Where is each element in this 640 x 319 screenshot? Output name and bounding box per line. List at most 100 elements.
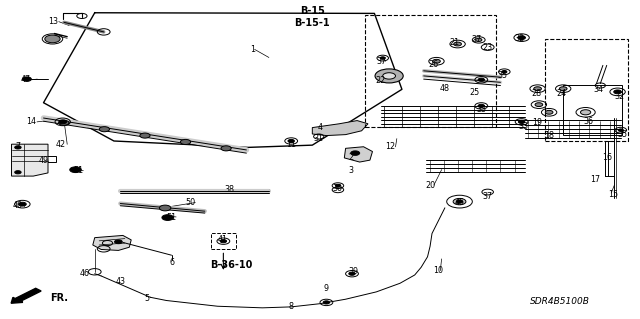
Text: 51: 51 — [73, 166, 83, 175]
Text: 4: 4 — [317, 123, 323, 132]
Text: 26: 26 — [429, 60, 439, 69]
Circle shape — [15, 146, 21, 149]
Text: 32: 32 — [515, 34, 525, 43]
Circle shape — [288, 139, 294, 143]
Circle shape — [375, 69, 403, 83]
Text: 17: 17 — [590, 175, 600, 184]
Text: 9: 9 — [324, 284, 329, 293]
Text: 18: 18 — [544, 131, 554, 140]
Text: 35: 35 — [497, 71, 508, 80]
Text: 45: 45 — [454, 198, 465, 207]
Circle shape — [19, 202, 26, 206]
Text: 35: 35 — [617, 130, 627, 139]
Text: 6: 6 — [169, 258, 174, 267]
Text: 33: 33 — [518, 122, 529, 130]
Text: 30: 30 — [333, 184, 343, 193]
Text: 5: 5 — [145, 294, 150, 303]
Text: 28: 28 — [531, 89, 541, 98]
Text: B-15: B-15 — [300, 6, 324, 16]
Text: 23: 23 — [483, 43, 493, 52]
Circle shape — [22, 77, 31, 81]
Text: 22: 22 — [376, 76, 386, 85]
Text: 38: 38 — [224, 185, 234, 194]
Circle shape — [59, 120, 67, 124]
Text: 25: 25 — [470, 88, 480, 97]
Bar — [211, 233, 236, 249]
Circle shape — [99, 127, 109, 132]
Circle shape — [59, 120, 69, 125]
Polygon shape — [344, 147, 372, 162]
Text: 27: 27 — [472, 35, 482, 44]
FancyArrow shape — [11, 288, 41, 303]
Text: B-36-10: B-36-10 — [211, 260, 253, 271]
Circle shape — [220, 240, 227, 243]
Circle shape — [535, 103, 543, 107]
Circle shape — [45, 35, 60, 43]
Text: 20: 20 — [425, 181, 435, 189]
Circle shape — [614, 90, 621, 94]
Circle shape — [580, 110, 591, 115]
Text: 13: 13 — [48, 17, 58, 26]
Text: 42: 42 — [56, 140, 66, 149]
Circle shape — [478, 78, 484, 81]
Text: 34: 34 — [593, 85, 604, 94]
Text: B-15-1: B-15-1 — [294, 18, 330, 28]
Circle shape — [162, 215, 173, 220]
Text: FR.: FR. — [50, 293, 68, 303]
Text: 12: 12 — [385, 142, 396, 151]
Text: 16: 16 — [602, 153, 612, 162]
Text: 7: 7 — [15, 142, 20, 151]
Text: 46: 46 — [79, 269, 90, 278]
Text: 15: 15 — [608, 190, 618, 199]
Circle shape — [518, 36, 525, 40]
Circle shape — [476, 38, 482, 41]
Circle shape — [335, 184, 340, 187]
Bar — [42, 156, 56, 162]
Text: 39: 39 — [348, 267, 358, 276]
Polygon shape — [93, 235, 131, 250]
Bar — [545, 39, 628, 141]
Text: 50: 50 — [186, 198, 196, 207]
Circle shape — [349, 272, 355, 275]
Circle shape — [380, 57, 385, 59]
Circle shape — [454, 42, 461, 46]
Circle shape — [559, 87, 567, 91]
Text: SDR4B5100B: SDR4B5100B — [530, 297, 590, 306]
Circle shape — [15, 171, 21, 174]
Circle shape — [618, 129, 623, 131]
Text: 51: 51 — [166, 213, 177, 222]
Text: 47: 47 — [20, 75, 31, 84]
Circle shape — [323, 301, 330, 304]
Circle shape — [159, 205, 171, 211]
Text: 10: 10 — [433, 266, 444, 275]
Circle shape — [518, 120, 525, 123]
Text: 40: 40 — [13, 201, 23, 210]
Circle shape — [140, 133, 150, 138]
Bar — [365, 15, 496, 127]
Polygon shape — [12, 144, 48, 176]
Text: 31: 31 — [314, 134, 324, 143]
Bar — [563, 85, 622, 135]
Text: 33: 33 — [476, 105, 486, 114]
Text: 48: 48 — [440, 84, 450, 93]
Text: 3: 3 — [348, 166, 353, 175]
Circle shape — [221, 146, 231, 151]
Text: 1: 1 — [250, 45, 255, 54]
Text: 14: 14 — [26, 117, 36, 126]
Circle shape — [180, 139, 191, 145]
Circle shape — [545, 110, 553, 114]
Text: 11: 11 — [286, 140, 296, 149]
Text: 37: 37 — [376, 57, 387, 66]
Circle shape — [502, 70, 507, 73]
Text: 32: 32 — [614, 92, 625, 101]
Text: 43: 43 — [115, 277, 125, 286]
Circle shape — [478, 104, 484, 108]
Polygon shape — [312, 121, 368, 136]
Circle shape — [115, 240, 122, 244]
Circle shape — [453, 198, 466, 205]
Text: 19: 19 — [532, 118, 543, 127]
Circle shape — [433, 59, 440, 63]
Text: 41: 41 — [218, 235, 228, 244]
Circle shape — [383, 73, 396, 79]
Circle shape — [456, 200, 463, 203]
